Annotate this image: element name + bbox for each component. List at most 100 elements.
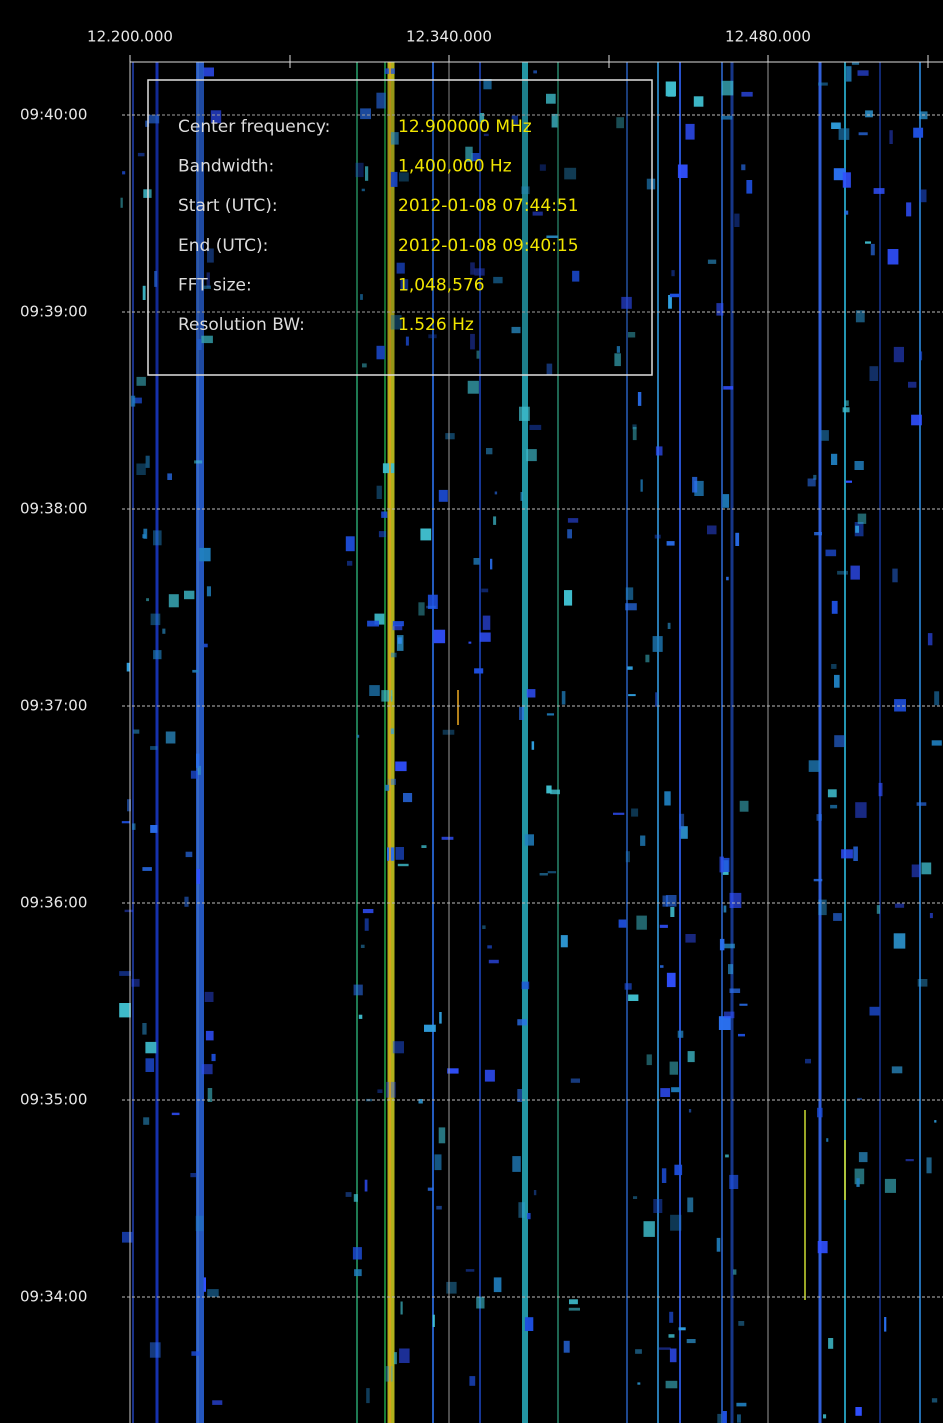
info-value: 2012-01-08 07:44:51 [398,196,579,216]
signal-blob [887,249,899,265]
signal-blob [564,167,577,180]
signal-blob [524,1317,534,1331]
signal-blob [653,1199,663,1213]
signal-blob [560,935,568,948]
signal-blob [678,1327,686,1331]
signal-blob [122,1231,133,1243]
signal-blob [145,120,150,127]
signal-blob [142,285,146,300]
signal-blob [191,1351,201,1356]
signal-blob [671,1087,680,1093]
signal-blob [818,82,828,86]
signal-blob [919,189,927,203]
signal-blob [365,166,369,181]
signal-blob [145,1058,155,1072]
info-label: End (UTC): [178,236,268,256]
signal-blob [853,846,858,861]
signal-blob [470,262,475,275]
signal-blob [203,1277,206,1292]
signal-blob [353,1194,358,1202]
signal-blob [190,770,198,779]
info-panel [147,79,653,376]
signal-blob [518,1202,525,1218]
y-tick-label: 09:39:00 [20,303,87,321]
signal-blob [374,613,385,625]
signal-blob [655,692,658,707]
signal-blob [533,1190,537,1196]
signal-blob [433,629,446,644]
signal-blob [526,449,537,462]
signal-blob [482,925,486,929]
signal-blob [203,67,214,77]
signal-blob [665,1380,678,1389]
signal-blob [817,1241,828,1254]
signal-blob [632,426,637,441]
signal-blob [205,1030,214,1041]
signal-blob [360,944,365,948]
info-rows: Center frequency: 12.900000 MHz Bandwidth:… [178,117,579,335]
signal-blob [614,353,621,367]
signal-blob [136,376,146,386]
signal-blob [378,531,387,538]
signal-blob [855,525,859,533]
signal-blob [856,1178,860,1187]
signal-blob [199,547,211,562]
signal-blob [358,1014,363,1019]
signal-blob [627,666,633,670]
signal-blob [526,689,536,698]
signal-blob [481,588,489,593]
signal-blob [381,511,388,518]
signal-blob [707,259,717,264]
signal-blob [929,913,933,919]
signal-blob [396,262,405,274]
signal-blob [739,800,749,812]
signal-blob [842,407,850,413]
y-tick-label: 09:34:00 [20,1288,87,1306]
signal-blob [854,522,864,537]
signal-blob [446,1281,457,1294]
signal-blob [737,1414,741,1423]
signal-blob [493,1277,502,1293]
signal-blob [439,1012,442,1024]
info-label: Start (UTC): [178,196,278,216]
signal-blob [150,613,161,626]
signal-blob [389,171,398,187]
signal-blob [729,892,742,908]
signal-blob [424,1024,436,1032]
signal-blob [364,1179,368,1192]
signal-blob [119,971,131,976]
signal-blob [493,516,497,525]
signal-blob [927,633,933,646]
signal-blob [353,984,363,996]
signal-blob [805,1058,811,1064]
signal-blob [479,113,485,123]
signal-blob [131,978,140,987]
signal-blob [855,310,865,323]
signal-blob [845,480,852,483]
signal-blob [719,856,724,873]
signal-blob [723,905,727,913]
signal-blob [165,731,176,744]
signal-blob [625,851,630,863]
signal-blob [476,350,480,359]
signal-blob [210,110,222,124]
signal-blob [469,1376,476,1386]
signal-blob [121,821,130,824]
signal-blob [817,1107,823,1118]
signal-blob [746,180,753,194]
signal-blob [934,1120,937,1123]
signal-blob [201,1064,213,1075]
signal-blob [382,463,395,474]
signal-blob [392,625,403,631]
signal-blob [719,938,725,951]
signal-blob [197,765,201,775]
signal-blob [934,691,940,706]
signal-blob [132,397,142,404]
signal-blob [926,1157,932,1174]
signal-blob [625,603,637,611]
signal-blob [196,869,201,884]
signal-blob [147,114,160,124]
signal-blob [635,1349,642,1354]
signal-blob [546,93,556,104]
